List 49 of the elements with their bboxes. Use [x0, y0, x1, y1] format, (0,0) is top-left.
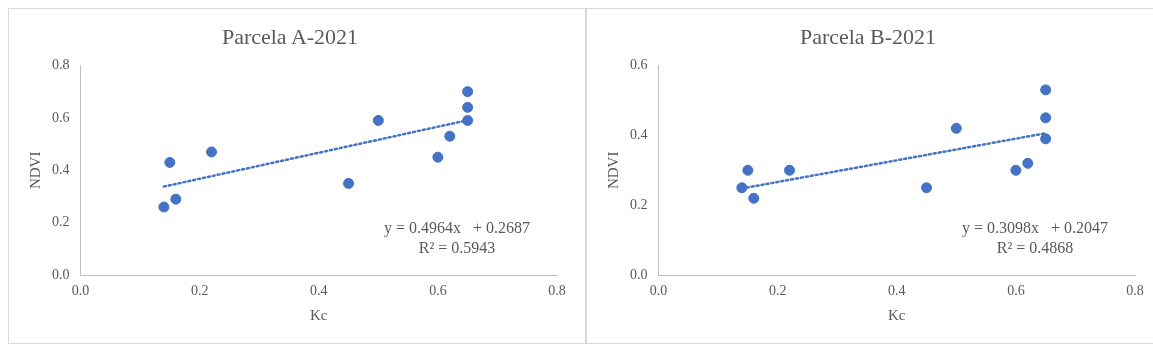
point: [1010, 164, 1022, 176]
y-tick-label: 0.6: [630, 57, 648, 73]
annotation: R² = 0.4868: [996, 239, 1074, 257]
y-tick-label: 0.4: [52, 161, 70, 177]
point: [462, 101, 474, 113]
point: [748, 192, 760, 204]
x-tick-label: 0.2: [190, 283, 209, 299]
y-tick-label: 0.0: [52, 266, 70, 282]
y-tick-label: 0.2: [630, 196, 648, 212]
annotation: y = 0.3098x + 0.2047: [961, 219, 1109, 238]
annotation: y = 0.4964x + 0.2687: [383, 219, 531, 238]
x-tick-label: 0.4: [888, 283, 906, 299]
y-tick-label: 0.4: [630, 127, 648, 143]
point: [343, 177, 355, 189]
x-tick-label: 0.0: [71, 283, 90, 299]
annotation: R² = 0.5943: [418, 239, 496, 257]
point: [170, 193, 182, 205]
chart-title: Parcela A-2021: [221, 23, 359, 49]
x-tick-label: 0.0: [649, 283, 668, 299]
point: [164, 156, 176, 168]
point: [742, 164, 754, 176]
x-tick-label: 0.2: [768, 283, 787, 299]
point: [950, 122, 962, 134]
point: [1022, 157, 1034, 169]
point: [1040, 133, 1052, 145]
point: [784, 164, 796, 176]
y-axis-title: NDVI: [26, 151, 43, 190]
point: [1040, 84, 1052, 96]
point: [432, 151, 444, 163]
x-tick-label: 0.6: [429, 283, 447, 299]
point: [444, 130, 456, 142]
chart-title: Parcela B-2021: [799, 23, 937, 49]
x-tick-label: 0.4: [310, 283, 328, 299]
point: [1040, 112, 1052, 124]
x-axis-title: Kc: [888, 306, 906, 323]
point: [462, 86, 474, 98]
y-tick-label: 0.8: [52, 57, 70, 73]
y-tick-label: 0.0: [630, 266, 648, 282]
point: [206, 146, 218, 158]
y-tick-label: 0.2: [52, 214, 70, 230]
point: [372, 114, 384, 126]
y-tick-label: 0.6: [52, 109, 70, 125]
x-tick-label: 0.6: [1007, 283, 1025, 299]
x-tick-label: 0.8: [548, 283, 566, 299]
point: [158, 201, 170, 213]
x-tick-label: 0.8: [1126, 283, 1144, 299]
x-axis-title: Kc: [310, 306, 328, 323]
y-axis-title: NDVI: [604, 151, 621, 190]
point: [921, 182, 933, 194]
